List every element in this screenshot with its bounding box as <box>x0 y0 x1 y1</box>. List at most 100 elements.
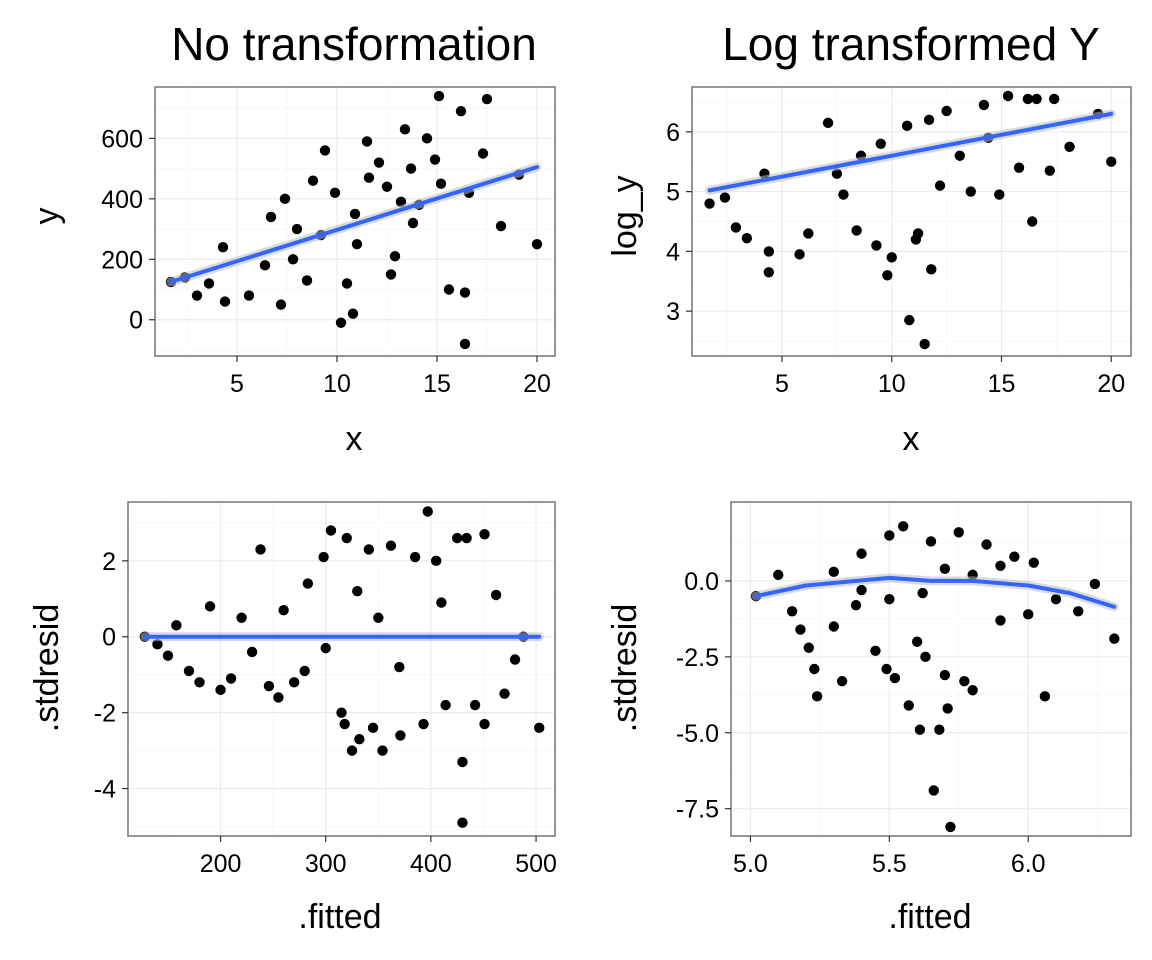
plot-border <box>691 86 1132 357</box>
data-point <box>291 223 303 235</box>
panel-title: Log transformed Y <box>722 18 1100 70</box>
data-point <box>850 600 862 611</box>
data-point <box>236 612 247 623</box>
data-point <box>1106 156 1117 167</box>
data-point <box>495 220 507 232</box>
data-point <box>287 254 299 265</box>
data-point <box>457 756 468 768</box>
data-point <box>335 317 347 328</box>
data-point <box>995 560 1006 571</box>
data-point <box>459 338 471 350</box>
data-point <box>385 269 397 280</box>
data-point <box>1044 165 1055 176</box>
y-tick-label: -5.0 <box>676 720 719 748</box>
x-tick-label: 15 <box>423 370 451 398</box>
data-point <box>967 685 978 696</box>
data-point <box>336 707 347 718</box>
data-point <box>319 145 331 156</box>
data-point <box>329 187 341 198</box>
data-point <box>430 555 442 567</box>
data-point <box>191 290 203 301</box>
data-point <box>490 589 502 601</box>
data-point <box>904 314 915 326</box>
plot-area <box>730 501 1132 837</box>
data-point <box>763 246 775 257</box>
data-point <box>479 529 490 540</box>
scatter-points <box>704 90 1117 350</box>
data-point <box>875 138 886 149</box>
data-point <box>395 730 406 741</box>
data-point <box>409 551 421 563</box>
smooth-line <box>707 111 1114 193</box>
x-tick-label: 400 <box>410 850 452 878</box>
data-point <box>278 604 289 616</box>
data-point <box>856 548 867 559</box>
data-point <box>889 672 901 684</box>
data-point <box>822 117 834 129</box>
y-axis-title: log_y <box>606 175 644 256</box>
plot-border <box>154 86 556 357</box>
data-point <box>856 584 867 596</box>
data-point <box>884 530 895 541</box>
data-point <box>341 278 353 289</box>
data-point <box>981 539 992 550</box>
data-point <box>381 181 393 192</box>
data-point <box>457 817 468 828</box>
data-point <box>405 163 417 174</box>
data-point <box>421 133 433 144</box>
panel-log-transformed-y: Log transformed Y x log_y 5 10 15 20 3 4 5 6 <box>606 18 1132 458</box>
data-point <box>912 228 924 239</box>
data-point <box>851 225 862 236</box>
x-tick-label: 10 <box>323 370 351 398</box>
data-point <box>531 238 543 250</box>
data-point <box>443 284 455 295</box>
data-point <box>246 646 258 658</box>
x-tick-label: 500 <box>515 850 557 878</box>
data-point <box>363 544 375 555</box>
data-point <box>941 105 952 117</box>
x-axis-title: x <box>903 420 920 458</box>
data-point <box>385 540 397 551</box>
data-point <box>479 718 490 730</box>
data-point <box>838 189 849 200</box>
data-point <box>225 673 237 684</box>
data-point <box>959 675 970 687</box>
x-axis-title: .fitted <box>888 898 971 936</box>
data-point <box>919 338 930 350</box>
data-point <box>243 290 255 301</box>
data-point <box>809 663 820 675</box>
data-point <box>773 569 784 581</box>
data-point <box>1002 90 1014 102</box>
plot-area <box>154 86 556 357</box>
data-point <box>459 287 471 298</box>
data-point <box>367 722 379 734</box>
x-tick-label: 20 <box>523 370 551 398</box>
y-tick-label: 400 <box>101 186 143 214</box>
plot-border <box>730 501 1132 837</box>
x-tick-label: 5 <box>230 370 244 398</box>
data-point <box>811 691 823 702</box>
data-point <box>275 299 287 310</box>
data-point <box>1027 216 1038 227</box>
panel-residuals-log: .fitted .stdresid 5.0 5.5 6.0 -7.5 -5.0 -2.5 0… <box>606 501 1132 936</box>
data-point <box>354 734 365 745</box>
data-point <box>1013 162 1025 173</box>
data-point <box>928 785 939 796</box>
panel-title: No transformation <box>171 18 537 70</box>
data-point <box>339 718 350 730</box>
data-point <box>911 636 923 647</box>
data-point <box>870 645 881 656</box>
data-point <box>1050 593 1062 605</box>
data-point <box>923 114 935 126</box>
data-point <box>953 527 964 538</box>
data-point <box>377 745 388 756</box>
data-point <box>965 186 976 197</box>
data-point <box>436 597 447 608</box>
data-point <box>795 624 806 635</box>
plot-area <box>691 86 1132 357</box>
data-point <box>341 532 352 544</box>
data-point <box>183 665 195 677</box>
data-point <box>871 240 882 251</box>
data-point <box>346 745 358 756</box>
